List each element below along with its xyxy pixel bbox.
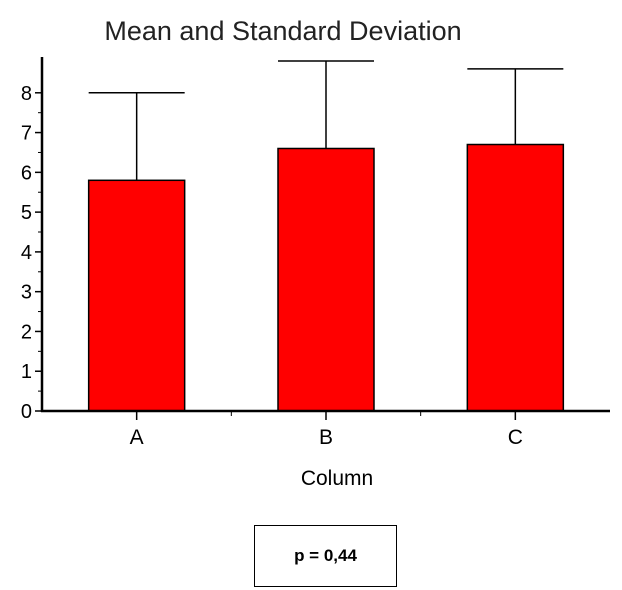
y-tick-label: 0 bbox=[21, 401, 32, 423]
bar-b bbox=[277, 147, 375, 412]
y-tick-label: 1 bbox=[21, 361, 32, 383]
chart-title: Mean and Standard Deviation bbox=[104, 16, 461, 46]
y-tick-label: 4 bbox=[21, 242, 32, 264]
chart: Mean and Standard Deviation A B C 0 1 2 3 4 5 6 7 8… bbox=[21, 16, 610, 490]
x-tick-label-b: B bbox=[319, 426, 333, 449]
y-tick-label: 7 bbox=[21, 123, 32, 145]
x-tick-label-a: A bbox=[130, 426, 144, 449]
bar-c bbox=[466, 143, 565, 412]
y-tick-label: 8 bbox=[21, 83, 32, 105]
p-value-box: p = 0,44 bbox=[254, 525, 397, 587]
y-tick-label: 3 bbox=[21, 282, 32, 304]
x-tick-label-c: C bbox=[508, 426, 523, 449]
bar-a bbox=[87, 179, 186, 412]
x-axis-label: Column bbox=[301, 467, 373, 490]
y-tick-label: 2 bbox=[21, 321, 32, 343]
p-value-text: p = 0,44 bbox=[294, 546, 357, 565]
y-tick-label: 6 bbox=[21, 162, 32, 184]
y-tick-label: 5 bbox=[21, 202, 32, 224]
